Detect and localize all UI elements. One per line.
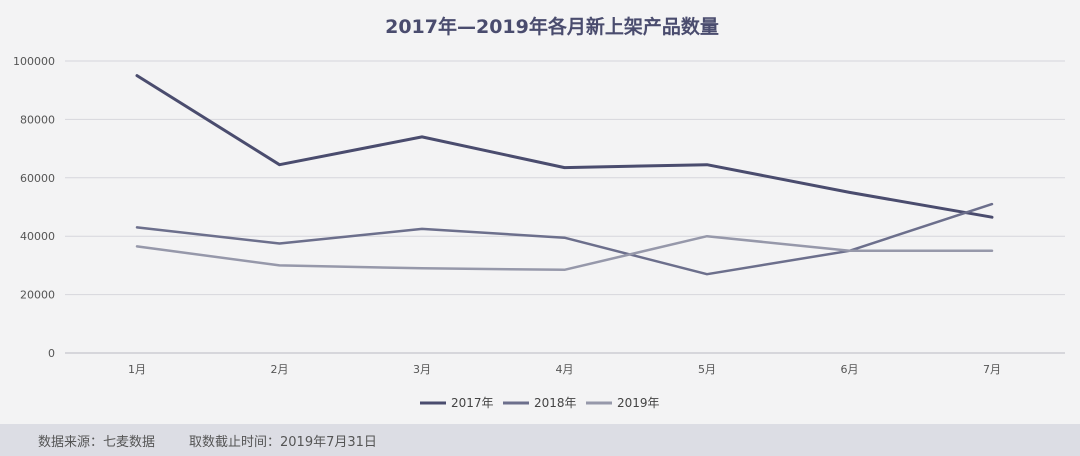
legend-item: 2018年 [503, 396, 577, 410]
legend-item: 2019年 [586, 396, 660, 410]
y-tick-label: 20000 [20, 289, 55, 302]
y-tick-label: 100000 [13, 55, 55, 68]
x-tick-label: 6月 [841, 363, 859, 376]
legend-label: 2018年 [534, 396, 577, 410]
y-axis-tick-labels: 0 20000 40000 60000 80000 100000 [13, 55, 55, 360]
y-tick-label: 60000 [20, 172, 55, 185]
data-cutoff-date: 取数截止时间：2019年7月31日 [189, 434, 377, 450]
legend-label: 2017年 [451, 396, 494, 410]
footer-bar: 数据来源：七麦数据 取数截止时间：2019年7月31日 [0, 424, 1080, 456]
x-tick-label: 3月 [413, 363, 431, 376]
data-source-note: 数据来源：七麦数据 [38, 434, 156, 450]
y-tick-label: 40000 [20, 230, 55, 243]
x-tick-label: 7月 [983, 363, 1001, 376]
chart-title: 2017年—2019年各月新上架产品数量 [385, 15, 719, 38]
y-tick-label: 80000 [20, 113, 55, 126]
y-tick-label: 0 [48, 347, 55, 360]
x-tick-label: 1月 [128, 363, 146, 376]
x-tick-label: 5月 [698, 363, 716, 376]
line-chart: 2017年—2019年各月新上架产品数量 0 20000 40000 60000 800… [13, 15, 1065, 410]
legend-label: 2019年 [617, 396, 660, 410]
legend-item: 2017年 [420, 396, 494, 410]
x-tick-label: 2月 [271, 363, 289, 376]
x-axis-tick-labels: 1月 2月 3月 4月 5月 6月 7月 [128, 363, 1001, 376]
series-line-1 [135, 74, 994, 219]
legend: 2017年 2018年 2019年 [420, 396, 660, 410]
x-tick-label: 4月 [556, 363, 574, 376]
grid-lines [65, 60, 1065, 354]
series-lines [135, 74, 994, 276]
